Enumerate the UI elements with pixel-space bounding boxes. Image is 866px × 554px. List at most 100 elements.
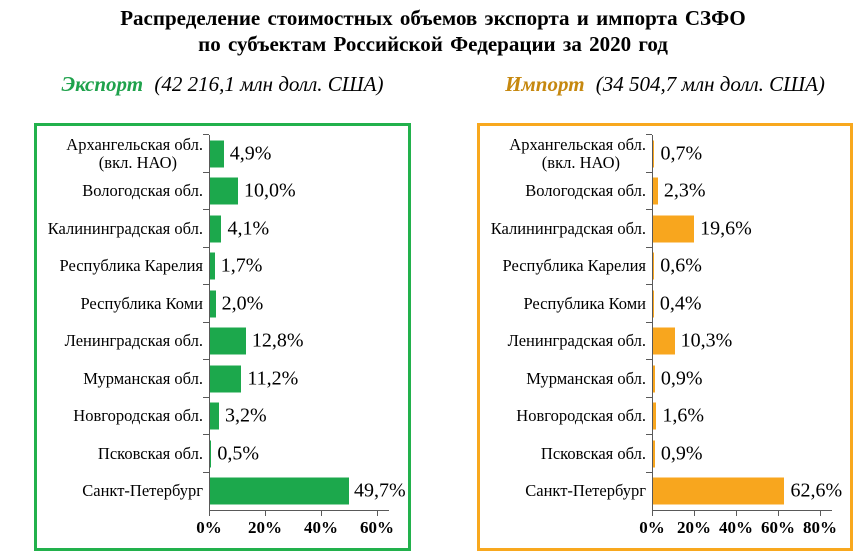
export-total: (42 216,1 млн долл. США) (154, 72, 384, 96)
plot-area: 10,0% (203, 171, 408, 210)
chart-row: Архангельская обл. (вкл. НАО) 0,7% (480, 134, 850, 173)
bar (653, 290, 654, 318)
value-label: 0,7% (660, 142, 703, 165)
category-label: Санкт-Петербург (82, 481, 203, 501)
plot-area: 4,9% (203, 134, 408, 173)
plot-area: 0,4% (646, 284, 850, 323)
bar (653, 365, 655, 393)
plot-area: 62,6% (646, 471, 850, 510)
category-label: Мурманская обл. (526, 368, 646, 388)
value-label: 1,7% (220, 254, 263, 277)
plot-area: 10,3% (646, 321, 850, 360)
chart-row: Ленинградская обл. 10,3% (480, 321, 850, 360)
category-label: Республика Карелия (502, 256, 646, 276)
chart-row: Санкт-Петербург 49,7% (37, 471, 408, 510)
x-axis-tick-label: 20% (248, 518, 282, 537)
category-label: Архангельская обл. (вкл. НАО) (66, 134, 203, 172)
value-label: 0,4% (659, 292, 702, 315)
x-axis-tick (820, 510, 821, 516)
chart-row: Республика Карелия 0,6% (480, 246, 850, 285)
chart-row: Псковская обл. 0,5% (37, 434, 408, 473)
export-chart: Архангельская обл. (вкл. НАО) 4,9% Вологодс… (34, 123, 411, 551)
plot-area: 11,2% (203, 359, 408, 398)
category-label: Республика Коми (80, 293, 203, 313)
plot-area: 4,1% (203, 209, 408, 248)
bar (210, 477, 350, 505)
chart-row: Вологодская обл. 10,0% (37, 171, 408, 210)
import-name: Импорт (505, 72, 585, 96)
x-axis-tick-label: 0% (639, 518, 665, 537)
value-label: 2,0% (221, 292, 264, 315)
value-label: 0,9% (660, 367, 703, 390)
x-axis-tick (652, 510, 653, 516)
bar (210, 440, 212, 468)
category-label: Вологодская обл. (525, 181, 646, 201)
import-chart-rows: Архангельская обл. (вкл. НАО) 0,7% Вологодс… (480, 134, 850, 510)
import-chart: Архангельская обл. (вкл. НАО) 0,7% Вологодс… (477, 123, 853, 551)
value-label: 10,3% (680, 329, 733, 352)
chart-row: Мурманская обл. 0,9% (480, 359, 850, 398)
chart-title: Распределение стоимостных объемов экспор… (0, 5, 866, 57)
bar (210, 365, 242, 393)
value-label: 19,6% (700, 217, 752, 240)
value-label: 4,9% (229, 142, 272, 165)
plot-area: 2,0% (203, 284, 408, 323)
x-axis-tick (778, 510, 779, 516)
plot-area: 1,6% (646, 396, 850, 435)
plot-area: 49,7% (203, 471, 408, 510)
bar (210, 252, 215, 280)
value-label: 12,8% (251, 329, 304, 352)
category-label: Республика Коми (523, 293, 646, 313)
plot-area: 0,7% (646, 134, 850, 173)
chart-row: Архангельская обл. (вкл. НАО) 4,9% (37, 134, 408, 173)
value-label: 1,6% (662, 404, 705, 427)
chart-row: Новгородская обл. 1,6% (480, 396, 850, 435)
x-axis-tick-label: 80% (803, 518, 837, 537)
category-label: Ленинградская обл. (64, 331, 203, 351)
category-label: Ленинградская обл. (507, 331, 646, 351)
x-axis-tick (736, 510, 737, 516)
x-axis-tick-label: 60% (761, 518, 795, 537)
export-subtitle: Экспорт (42 216,1 млн долл. США) (34, 72, 411, 97)
category-label: Псковская обл. (97, 443, 203, 463)
x-axis-tick (209, 510, 210, 516)
value-label: 4,1% (227, 217, 270, 240)
bar (653, 402, 657, 430)
category-label: Новгородская обл. (73, 406, 203, 426)
x-axis-tick (694, 510, 695, 516)
category-label: Псковская обл. (540, 443, 646, 463)
x-axis-tick-label: 60% (360, 518, 394, 537)
chart-title-line1: Распределение стоимостных объемов экспор… (120, 6, 746, 30)
category-label: Мурманская обл. (83, 368, 203, 388)
value-label: 0,5% (217, 442, 260, 465)
bar (653, 440, 655, 468)
value-label: 11,2% (247, 367, 299, 390)
x-axis-tick-label: 40% (304, 518, 338, 537)
x-axis-line (652, 510, 832, 511)
chart-row: Мурманская обл. 11,2% (37, 359, 408, 398)
category-label: Республика Карелия (59, 256, 203, 276)
plot-area: 0,6% (646, 246, 850, 285)
chart-row: Псковская обл. 0,9% (480, 434, 850, 473)
plot-area: 19,6% (646, 209, 850, 248)
export-chart-rows: Архангельская обл. (вкл. НАО) 4,9% Вологодс… (37, 134, 408, 510)
bar (653, 477, 785, 505)
x-axis-tick (265, 510, 266, 516)
x-axis-tick-label: 0% (196, 518, 222, 537)
bar (653, 177, 658, 205)
bar (210, 327, 246, 355)
value-label: 10,0% (244, 179, 296, 202)
value-label: 0,9% (660, 442, 703, 465)
chart-title-line2: по субъектам Российской Федерации за 202… (198, 32, 668, 56)
chart-row: Ленинградская обл. 12,8% (37, 321, 408, 360)
value-label: 2,3% (663, 179, 706, 202)
plot-area: 1,7% (203, 246, 408, 285)
value-label: 62,6% (790, 479, 843, 502)
value-label: 3,2% (224, 404, 267, 427)
x-axis-tick-label: 40% (719, 518, 753, 537)
chart-row: Санкт-Петербург 62,6% (480, 471, 850, 510)
plot-area: 0,5% (203, 434, 408, 473)
chart-row: Новгородская обл. 3,2% (37, 396, 408, 435)
x-axis-tick (321, 510, 322, 516)
